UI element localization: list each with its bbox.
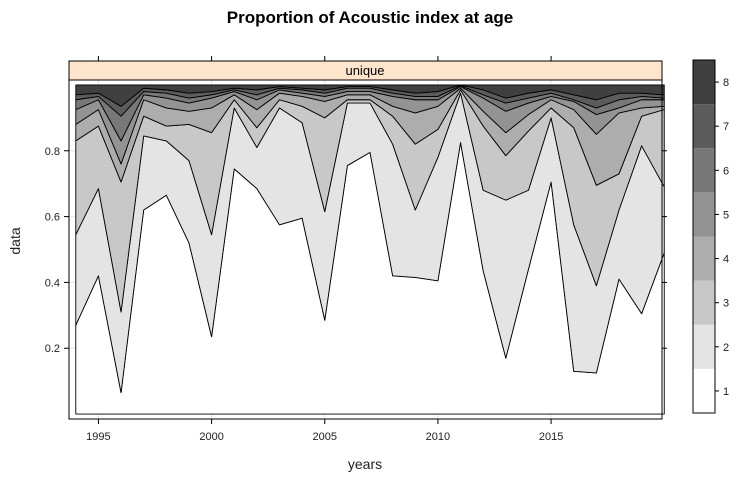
x-tick-label: 1995 bbox=[86, 431, 110, 443]
plot-panel: 1995 2000 2005 2010 2015 0.2 0.4 0.6 0.8 bbox=[45, 56, 667, 443]
y-tick-label: 0.4 bbox=[45, 277, 60, 289]
legend-label: 6 bbox=[723, 165, 729, 177]
legend-label: 4 bbox=[723, 254, 729, 266]
legend-label: 8 bbox=[723, 77, 729, 89]
y-axis-label: data bbox=[7, 227, 23, 254]
legend-swatch-6 bbox=[693, 148, 715, 193]
x-axis-label: years bbox=[348, 456, 382, 472]
legend-swatch-1 bbox=[693, 368, 715, 413]
y-tick-label: 0.6 bbox=[45, 212, 60, 224]
strip-label: unique bbox=[345, 63, 384, 78]
x-tick-label: 2015 bbox=[539, 431, 563, 443]
x-tick-label: 2000 bbox=[199, 431, 223, 443]
legend-swatch-7 bbox=[693, 104, 715, 149]
legend-label: 5 bbox=[723, 209, 729, 221]
legend-label: 2 bbox=[723, 342, 729, 354]
legend-swatch-2 bbox=[693, 324, 715, 369]
legend-border bbox=[692, 59, 716, 414]
legend-swatch-4 bbox=[693, 236, 715, 281]
legend: 1 2 3 4 5 6 7 8 bbox=[692, 59, 729, 414]
legend-swatch-5 bbox=[693, 192, 715, 237]
legend-label: 7 bbox=[723, 121, 729, 133]
legend-swatch-3 bbox=[693, 280, 715, 325]
y-tick-label: 0.8 bbox=[45, 146, 60, 158]
area-layer-8 bbox=[75, 84, 665, 107]
legend-label: 1 bbox=[723, 386, 729, 398]
legend-label: 3 bbox=[723, 298, 729, 310]
y-tick-label: 0.2 bbox=[45, 343, 60, 355]
legend-swatch-8 bbox=[693, 60, 715, 105]
x-tick-label: 2010 bbox=[426, 431, 450, 443]
chart-title: Proportion of Acoustic index at age bbox=[227, 8, 514, 27]
strip-background bbox=[68, 60, 663, 81]
x-tick-label: 2005 bbox=[313, 431, 337, 443]
